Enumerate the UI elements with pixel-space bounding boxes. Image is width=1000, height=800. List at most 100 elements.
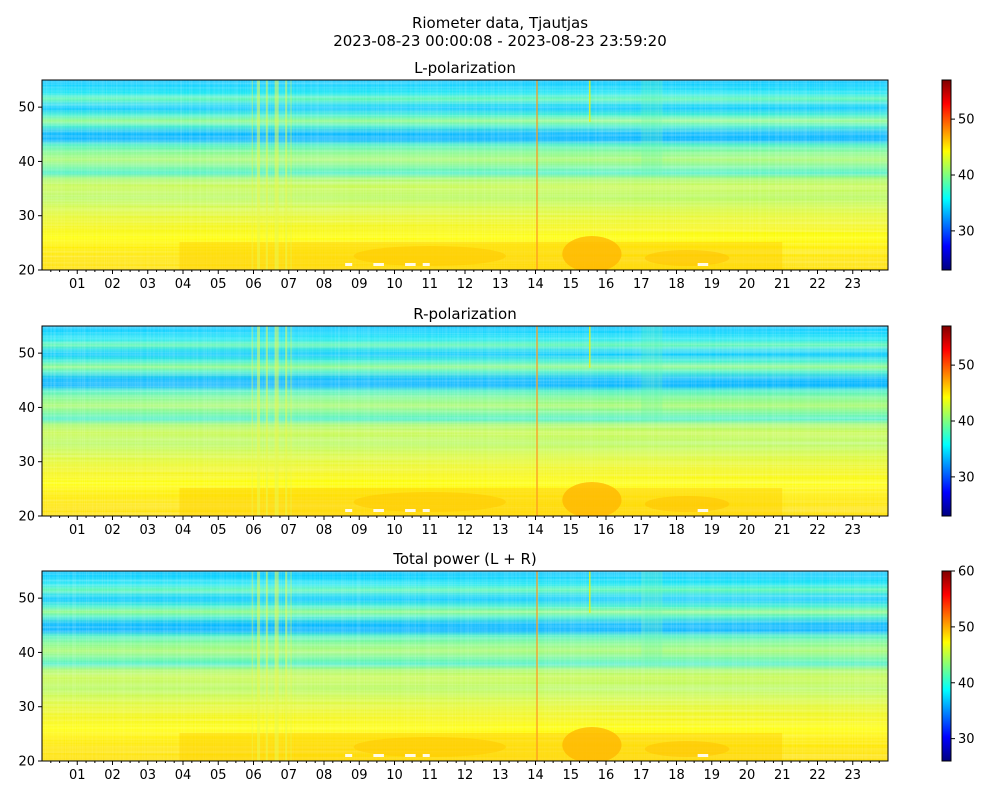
x-tick-label: 20 (739, 277, 756, 292)
colorbar: 30 40 50 (941, 325, 975, 517)
x-tick-label: 08 (316, 768, 333, 783)
colorbar-tick-label: 40 (958, 676, 975, 691)
x-tick-label: 04 (175, 523, 192, 538)
y-tick-label: 30 (18, 700, 35, 715)
spectrogram-panel-1: L-polarization 20 30 40 50 01 02 03 04 05 06 07 08 09… (18, 59, 974, 292)
x-tick-label: 09 (351, 768, 368, 783)
x-tick-label: 23 (844, 768, 861, 783)
x-tick-label: 19 (703, 277, 720, 292)
x-tick-label: 14 (527, 523, 544, 538)
y-tick-label: 40 (18, 155, 35, 170)
x-tick-label: 11 (421, 523, 438, 538)
colorbar-tick-label: 30 (958, 732, 975, 747)
colorbar-tick-label: 40 (958, 415, 975, 430)
figure-title-line-1: Riometer data, Tjautjas (412, 14, 588, 32)
x-tick-label: 18 (668, 277, 685, 292)
x-tick-label: 05 (210, 768, 227, 783)
x-tick-label: 04 (175, 768, 192, 783)
x-tick-label: 02 (104, 277, 121, 292)
x-tick-label: 09 (351, 523, 368, 538)
colorbar-tick-label: 40 (958, 169, 975, 184)
x-tick-label: 01 (69, 768, 86, 783)
x-tick-label: 14 (527, 277, 544, 292)
y-tick-label: 40 (18, 401, 35, 416)
panels: L-polarization 20 30 40 50 01 02 03 04 05 06 07 08 09… (18, 59, 974, 783)
x-tick-label: 03 (139, 277, 156, 292)
x-tick-label: 13 (492, 523, 509, 538)
y-tick-label: 30 (18, 209, 35, 224)
x-tick-label: 16 (598, 768, 615, 783)
x-tick-label: 10 (386, 768, 403, 783)
x-tick-label: 22 (809, 277, 826, 292)
x-tick-label: 10 (386, 277, 403, 292)
x-tick-label: 12 (457, 523, 474, 538)
x-tick-label: 07 (280, 277, 297, 292)
heatmap-image (42, 80, 888, 270)
x-tick-label: 19 (703, 768, 720, 783)
x-tick-label: 06 (245, 277, 262, 292)
x-tick-label: 21 (774, 768, 791, 783)
x-tick-label: 10 (386, 523, 403, 538)
colorbar: 30 40 50 (941, 79, 975, 271)
x-tick-label: 01 (69, 277, 86, 292)
x-tick-label: 01 (69, 523, 86, 538)
x-tick-label: 03 (139, 768, 156, 783)
x-tick-label: 02 (104, 768, 121, 783)
x-tick-label: 16 (598, 523, 615, 538)
colorbar-tick-label: 50 (958, 359, 975, 374)
colorbar: 30 40 50 60 (941, 565, 975, 762)
panel-title: R-polarization (413, 305, 516, 323)
x-tick-label: 16 (598, 277, 615, 292)
x-tick-label: 09 (351, 277, 368, 292)
colorbar-tick-label: 30 (958, 224, 975, 239)
y-tick-label: 20 (18, 510, 35, 525)
y-tick-label: 20 (18, 264, 35, 279)
x-tick-label: 05 (210, 523, 227, 538)
x-tick-label: 07 (280, 523, 297, 538)
x-tick-label: 02 (104, 523, 121, 538)
x-tick-label: 15 (562, 523, 579, 538)
y-tick-label: 50 (18, 101, 35, 116)
x-tick-label: 05 (210, 277, 227, 292)
x-tick-label: 17 (633, 277, 650, 292)
colorbar-tick-label: 50 (958, 620, 975, 635)
x-tick-label: 17 (633, 768, 650, 783)
x-tick-label: 21 (774, 523, 791, 538)
y-tick-label: 50 (18, 592, 35, 607)
y-tick-label: 20 (18, 755, 35, 770)
x-tick-label: 22 (809, 523, 826, 538)
x-tick-label: 12 (457, 768, 474, 783)
x-tick-label: 23 (844, 523, 861, 538)
heatmap-image (42, 326, 888, 516)
x-tick-label: 11 (421, 768, 438, 783)
x-tick-label: 15 (562, 768, 579, 783)
spectrogram-panel-2: R-polarization 20 30 40 50 01 02 03 04 05 06 07 08 09… (18, 305, 974, 538)
x-tick-label: 19 (703, 523, 720, 538)
x-tick-label: 18 (668, 523, 685, 538)
x-tick-label: 14 (527, 768, 544, 783)
x-tick-label: 13 (492, 277, 509, 292)
x-tick-label: 22 (809, 768, 826, 783)
x-tick-label: 03 (139, 523, 156, 538)
colorbar-tick-label: 60 (958, 565, 975, 580)
panel-title: Total power (L + R) (392, 550, 537, 568)
x-tick-label: 18 (668, 768, 685, 783)
x-tick-label: 12 (457, 277, 474, 292)
figure-title-line-2: 2023-08-23 00:00:08 - 2023-08-23 23:59:2… (333, 32, 667, 50)
x-tick-label: 17 (633, 523, 650, 538)
x-tick-label: 06 (245, 768, 262, 783)
y-tick-label: 40 (18, 646, 35, 661)
x-tick-label: 04 (175, 277, 192, 292)
x-tick-label: 06 (245, 523, 262, 538)
x-tick-label: 20 (739, 523, 756, 538)
x-tick-label: 21 (774, 277, 791, 292)
x-tick-label: 08 (316, 277, 333, 292)
x-tick-label: 23 (844, 277, 861, 292)
x-tick-label: 15 (562, 277, 579, 292)
colorbar-tick-label: 50 (958, 113, 975, 128)
x-tick-label: 13 (492, 768, 509, 783)
spectrogram-panel-3: Total power (L + R) 20 30 40 50 01 02 03 04 05 06 0… (18, 550, 974, 783)
x-tick-label: 08 (316, 523, 333, 538)
heatmap-image (42, 571, 888, 761)
